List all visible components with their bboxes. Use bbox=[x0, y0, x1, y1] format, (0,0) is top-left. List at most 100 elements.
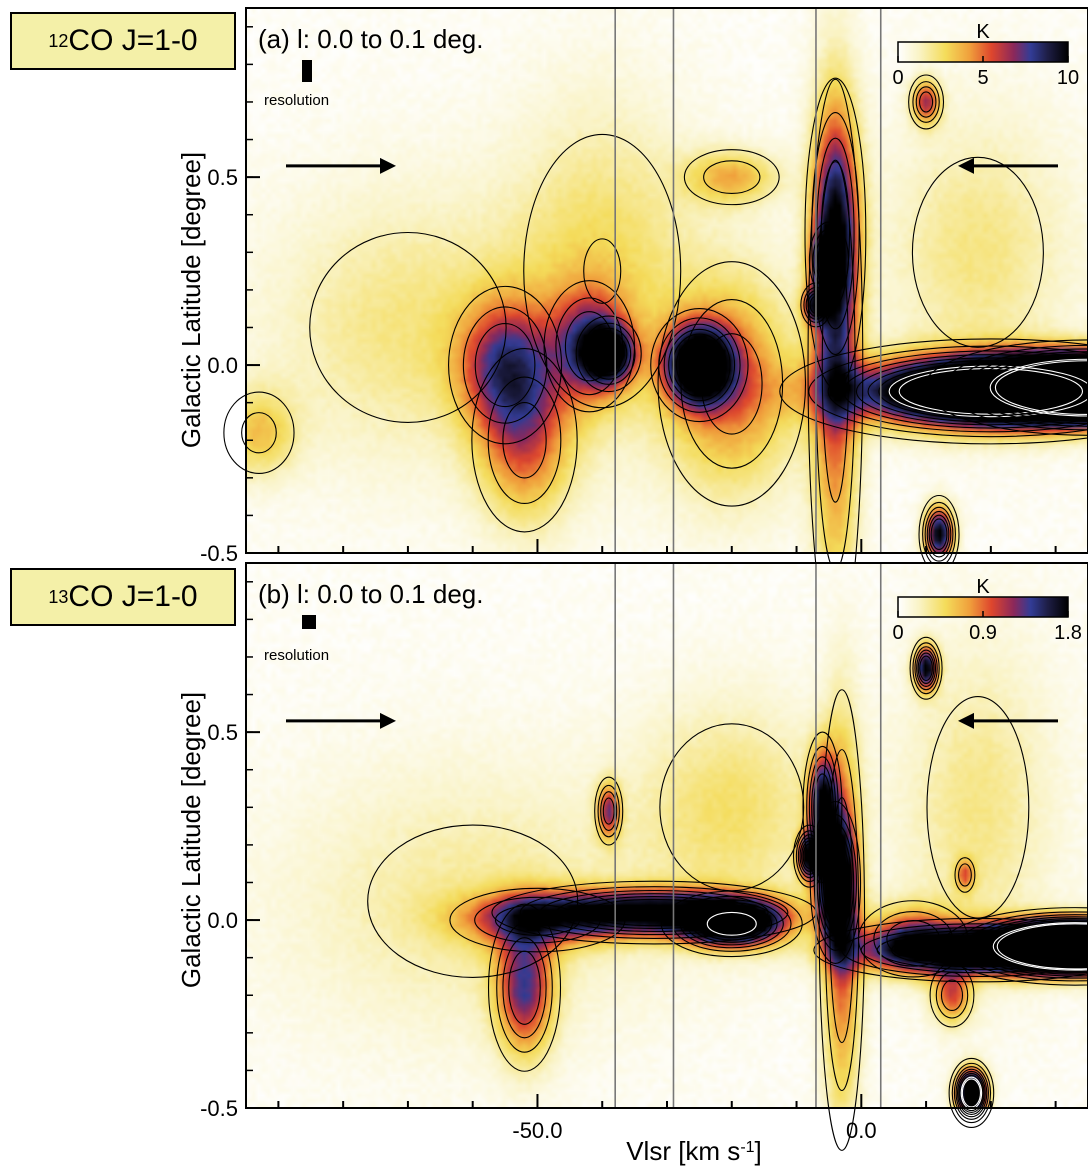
molecule-tag-a-sup: 12 bbox=[48, 30, 69, 51]
contour-line bbox=[951, 1062, 992, 1124]
contour-line bbox=[954, 857, 976, 893]
contour-line bbox=[916, 649, 937, 688]
contour-line bbox=[555, 297, 624, 396]
contour-line bbox=[971, 353, 1088, 422]
contour-line bbox=[679, 899, 784, 949]
panel-label: (b) l: 0.0 to 0.1 deg. bbox=[258, 579, 483, 609]
contour-line bbox=[586, 327, 632, 380]
resolution-marker bbox=[302, 615, 316, 629]
contour-line bbox=[523, 133, 682, 409]
contour-line bbox=[706, 911, 757, 936]
contour-line bbox=[659, 723, 805, 892]
contour-line bbox=[808, 221, 849, 299]
contour-line bbox=[680, 299, 784, 469]
contour-line bbox=[806, 745, 839, 869]
colorbar-tick-label: 0 bbox=[892, 622, 903, 644]
colorbar-tick-label: 10 bbox=[1057, 67, 1079, 89]
contour-line bbox=[683, 149, 780, 206]
heatmap-image bbox=[246, 8, 1088, 553]
contour-line bbox=[958, 1072, 985, 1113]
contour-line bbox=[813, 773, 832, 842]
contour-line bbox=[983, 919, 1088, 974]
contour-line bbox=[543, 280, 636, 413]
contour-line bbox=[474, 322, 536, 408]
contour-line bbox=[811, 111, 860, 356]
contour-line bbox=[873, 910, 953, 967]
ylabel-b: Galactic Latitude [degree] bbox=[176, 692, 206, 988]
contour-line bbox=[583, 238, 622, 304]
xlabel: Vlsr [km s-1] bbox=[626, 1136, 762, 1166]
contour-line bbox=[679, 342, 720, 388]
contour-line bbox=[961, 1078, 982, 1108]
contour-line bbox=[496, 922, 553, 1053]
contour-line bbox=[700, 333, 763, 435]
contour-line bbox=[988, 920, 1088, 972]
contour-line bbox=[818, 689, 866, 1151]
contour-line bbox=[919, 91, 934, 113]
contour-line bbox=[886, 920, 940, 958]
contour-line bbox=[963, 351, 1088, 425]
contour-line bbox=[575, 315, 642, 393]
contour-line bbox=[912, 81, 940, 123]
contour-line bbox=[911, 156, 1044, 348]
contour-line bbox=[857, 900, 969, 978]
contour-line bbox=[671, 895, 792, 952]
contour-line bbox=[675, 337, 723, 393]
contour-line bbox=[958, 863, 972, 887]
contour-line bbox=[602, 797, 615, 825]
molecule-tag-a-text: CO J=1-0 bbox=[68, 24, 198, 57]
contour-line bbox=[668, 328, 731, 402]
contour-line bbox=[792, 824, 827, 888]
contour-line bbox=[908, 74, 945, 130]
contour-line bbox=[804, 77, 867, 390]
contour-line bbox=[703, 160, 761, 195]
contour-line bbox=[824, 749, 860, 1092]
panel-a: 0.5 0.0 -0.5 (a) l: 0.0 to 0.1 deg. resoluti… bbox=[200, 7, 1088, 652]
contour-line bbox=[487, 903, 562, 1072]
contour-line bbox=[494, 904, 581, 936]
contour-line bbox=[487, 376, 562, 505]
contour-line bbox=[996, 923, 1088, 970]
contour-line bbox=[919, 655, 933, 681]
y-tick-label: 0.0 bbox=[207, 908, 238, 933]
colorbar-tick-label: 0 bbox=[892, 67, 903, 89]
contour-line bbox=[801, 840, 818, 872]
contour-line bbox=[954, 348, 1088, 427]
contour-line bbox=[367, 824, 579, 978]
contour-line bbox=[795, 830, 824, 883]
contour-line bbox=[241, 412, 277, 454]
contour-line bbox=[914, 646, 938, 691]
molecule-tag-b-sup: 13 bbox=[48, 586, 69, 607]
contour-line bbox=[994, 360, 1088, 416]
contour-line bbox=[935, 971, 969, 1019]
contour-line bbox=[812, 228, 846, 291]
y-tick-label: 0.0 bbox=[207, 353, 238, 378]
x-tick-label: 0.0 bbox=[846, 1118, 877, 1143]
contour-line bbox=[797, 834, 822, 879]
contour-line bbox=[808, 345, 1088, 438]
contour-line bbox=[663, 323, 736, 407]
contour-line bbox=[953, 1066, 989, 1120]
contour-line bbox=[841, 923, 1088, 978]
contour-line bbox=[555, 893, 753, 932]
contour-line bbox=[915, 86, 937, 118]
contour-line bbox=[817, 238, 841, 282]
contour-line bbox=[978, 917, 1088, 975]
contour-line bbox=[855, 357, 1088, 426]
contour-line bbox=[930, 518, 948, 550]
contour-line bbox=[827, 350, 1088, 433]
contour-line bbox=[502, 402, 547, 479]
y-tick-label: 0.5 bbox=[207, 165, 238, 190]
contour-line bbox=[923, 339, 1088, 436]
contour-line bbox=[912, 642, 940, 695]
contour-line bbox=[965, 914, 1088, 979]
contour-line bbox=[929, 962, 975, 1028]
contour-line bbox=[600, 791, 618, 831]
colorbar-tick-label: 1.8 bbox=[1054, 622, 1082, 644]
contour-line bbox=[802, 731, 843, 884]
panel-label: (a) l: 0.0 to 0.1 deg. bbox=[258, 24, 483, 54]
contour-line bbox=[959, 1074, 984, 1112]
contour-line bbox=[449, 887, 626, 953]
contour-line bbox=[581, 322, 636, 385]
